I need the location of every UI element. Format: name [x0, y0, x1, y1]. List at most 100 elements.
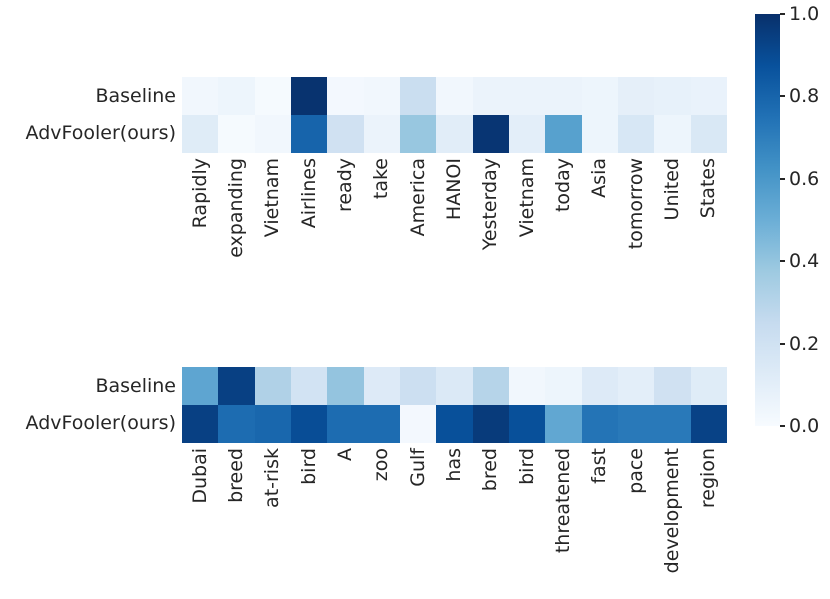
heatmap-cell	[436, 404, 474, 443]
colorbar-tick-mark	[780, 260, 785, 263]
heatmap-cell	[690, 114, 728, 153]
heatmap-cell	[291, 114, 328, 153]
column-label: Vietnam	[515, 158, 538, 238]
colorbar-tick-mark	[780, 342, 785, 345]
heatmap-cell	[291, 404, 328, 443]
heatmap-cell	[182, 114, 219, 153]
colorbar	[755, 14, 780, 426]
heatmap-cell	[509, 77, 546, 115]
heatmap-cell	[509, 404, 546, 443]
colorbar-tick-mark	[780, 95, 785, 98]
heatmap-cell	[581, 404, 619, 443]
heatmap-cell	[400, 367, 437, 405]
heatmap-cell	[472, 114, 510, 153]
column-label: threatened	[551, 448, 574, 554]
column-label: bird	[297, 448, 320, 485]
row-label: AdvFooler(ours)	[25, 122, 176, 145]
column-label: America	[406, 158, 429, 237]
heatmap-cell	[254, 114, 292, 153]
heatmap-cell	[327, 77, 365, 115]
colorbar-tick-label: 0.6	[789, 167, 820, 190]
heatmap-cell	[690, 77, 728, 115]
heatmap-cell	[254, 367, 292, 405]
heatmap-cell	[363, 404, 401, 443]
column-label: bird	[515, 448, 538, 485]
column-label: Airlines	[297, 158, 320, 229]
column-label: Asia	[588, 158, 611, 198]
heatmap-cell	[654, 77, 692, 115]
heatmap-cell	[545, 114, 583, 153]
column-label: ready	[333, 158, 356, 213]
column-label: development	[660, 448, 683, 574]
heatmap-cell	[509, 367, 546, 405]
heatmap-cell	[327, 404, 365, 443]
colorbar-tick-mark	[780, 177, 785, 180]
heatmap-cell	[654, 367, 692, 405]
heatmap-cell	[436, 114, 474, 153]
heatmap-cell	[581, 114, 619, 153]
heatmap-cell	[509, 114, 546, 153]
column-label: Vietnam	[261, 158, 284, 238]
heatmap-cell	[218, 367, 256, 405]
heatmap-cell	[690, 404, 728, 443]
column-label: has	[442, 448, 465, 482]
heatmap-cell	[291, 77, 328, 115]
heatmap-cell	[254, 404, 292, 443]
column-label: States	[697, 158, 720, 219]
heatmap-cell	[545, 77, 583, 115]
heatmap-cell	[654, 114, 692, 153]
heatmap-cell	[436, 367, 474, 405]
heatmap-cell	[182, 77, 219, 115]
heatmap-cell	[545, 367, 583, 405]
heatmap-cell	[327, 114, 365, 153]
column-label: Yesterday	[479, 158, 502, 251]
heatmap-cell	[363, 114, 401, 153]
colorbar-gradient	[755, 14, 780, 426]
column-label: bred	[479, 448, 502, 492]
column-label: A	[333, 448, 356, 461]
heatmap-cell	[581, 367, 619, 405]
column-label: Gulf	[406, 448, 429, 487]
column-label: breed	[224, 448, 247, 503]
heatmap-cell	[182, 404, 219, 443]
heatmap-cell	[363, 367, 401, 405]
row-label: Baseline	[95, 84, 176, 107]
column-label: take	[370, 158, 393, 200]
heatmap-cell	[363, 77, 401, 115]
column-label: tomorrow	[624, 158, 647, 250]
heatmap-cell	[545, 404, 583, 443]
column-label: zoo	[370, 448, 393, 482]
colorbar-tick-label: 0.8	[789, 85, 820, 108]
column-label: fast	[588, 448, 611, 484]
heatmap-cell	[618, 114, 655, 153]
heatmap-cell	[291, 367, 328, 405]
heatmap-cell	[472, 367, 510, 405]
heatmap-top	[182, 77, 728, 153]
heatmap-cell	[218, 114, 256, 153]
colorbar-tick-label: 1.0	[789, 3, 820, 25]
colorbar-tick-label: 0.4	[789, 250, 820, 273]
column-label: today	[551, 158, 574, 213]
column-label: region	[697, 448, 720, 509]
column-label: pace	[624, 448, 647, 494]
column-label: Dubai	[188, 448, 211, 504]
heatmap-cell	[690, 367, 728, 405]
heatmap-cell	[400, 114, 437, 153]
heatmap-cell	[618, 77, 655, 115]
heatmap-cell	[618, 367, 655, 405]
colorbar-tick-mark	[780, 13, 785, 15]
column-label: United	[660, 158, 683, 221]
heatmap-cell	[327, 367, 365, 405]
heatmap-cell	[654, 404, 692, 443]
heatmap-cell	[581, 77, 619, 115]
heatmap-cell	[436, 77, 474, 115]
column-label: Rapidly	[188, 158, 211, 229]
heatmap-cell	[218, 404, 256, 443]
heatmap-cell	[400, 404, 437, 443]
colorbar-tick-label: 0.2	[789, 332, 820, 355]
column-label: at-risk	[261, 448, 284, 508]
heatmap-bottom	[182, 367, 728, 443]
heatmap-cell	[400, 77, 437, 115]
heatmap-cell	[254, 77, 292, 115]
